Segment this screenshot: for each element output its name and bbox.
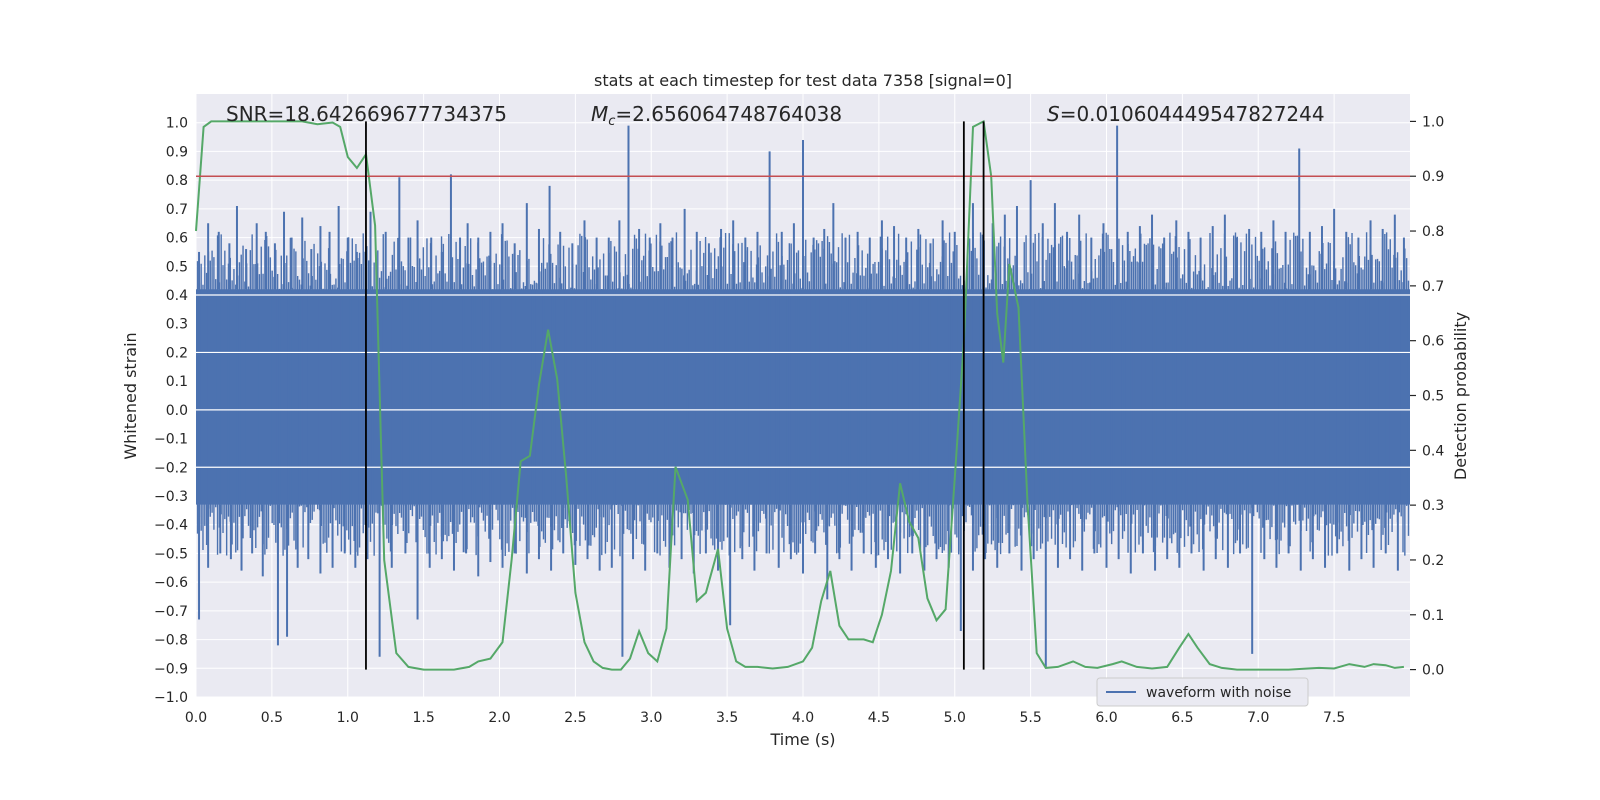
y-tick-label: 0.7 xyxy=(166,202,188,218)
y-axis-right: 0.0 0.1 0.2 0.3 0.4 0.5 0.6 0.7 0.8 0.9 1.0 xyxy=(1410,114,1444,679)
y-tick-label: 0.2 xyxy=(166,345,188,361)
x-tick-label: 7.0 xyxy=(1247,710,1269,726)
y-axis-label: Whitened strain xyxy=(121,332,140,459)
y-tick-label: −0.5 xyxy=(154,546,188,562)
y2-tick-label: 0.9 xyxy=(1422,169,1444,185)
snr-annotation: SNR=18.642669677734375 xyxy=(226,102,507,126)
legend: waveform with noise xyxy=(1096,677,1309,707)
y-tick-label: 0.4 xyxy=(166,288,188,304)
y2-tick-label: 0.3 xyxy=(1422,498,1444,514)
mc-subscript: c xyxy=(608,114,615,129)
y-tick-label: −0.6 xyxy=(154,575,188,591)
y-tick-label: 0.6 xyxy=(166,231,188,247)
x-tick-label: 3.5 xyxy=(716,710,738,726)
x-tick-label: 0.0 xyxy=(185,710,207,726)
x-axis-label: Time (s) xyxy=(769,730,835,749)
s-value: =0.010604449547827244 xyxy=(1060,102,1325,126)
x-tick-label: 4.5 xyxy=(868,710,890,726)
y2-tick-label: 0.8 xyxy=(1422,224,1444,240)
y-tick-label: −0.4 xyxy=(154,518,188,534)
y2-tick-label: 0.0 xyxy=(1422,663,1444,679)
y-tick-label: 0.5 xyxy=(166,259,188,275)
y2-tick-label: 1.0 xyxy=(1422,114,1444,130)
y2-axis-label: Detection probability xyxy=(1451,312,1470,480)
x-tick-label: 2.0 xyxy=(488,710,510,726)
y-tick-label: 0.8 xyxy=(166,173,188,189)
x-tick-label: 5.5 xyxy=(1019,710,1041,726)
y-tick-label: −0.9 xyxy=(154,661,188,677)
y-tick-label: −0.2 xyxy=(154,460,188,476)
s-annotation: S=0.010604449547827244 xyxy=(1047,102,1325,126)
legend-entry-waveform: waveform with noise xyxy=(1146,685,1291,701)
y-tick-label: −0.3 xyxy=(154,489,188,505)
x-tick-label: 1.5 xyxy=(412,710,434,726)
y-tick-label: 0.3 xyxy=(166,317,188,333)
probability-line xyxy=(195,119,1405,671)
y2-tick-label: 0.6 xyxy=(1422,334,1444,350)
mc-symbol: M xyxy=(591,102,608,126)
waveform-series xyxy=(196,125,1410,669)
y-tick-label: −0.7 xyxy=(154,604,188,620)
x-tick-label: 1.0 xyxy=(337,710,359,726)
y2-tick-label: 0.5 xyxy=(1422,389,1444,405)
y-tick-label: −0.8 xyxy=(154,633,188,649)
y-axis-left: −1.0 −0.9 −0.8 −0.7 −0.6 −0.5 −0.4 −0.3 −0.2 −0.1… xyxy=(154,116,188,706)
y-tick-label: 0.1 xyxy=(166,374,188,390)
y2-tick-label: 0.2 xyxy=(1422,553,1444,569)
x-tick-label: 0.5 xyxy=(261,710,283,726)
y-tick-label: 0.0 xyxy=(166,403,188,419)
y-tick-label: 1.0 xyxy=(166,116,188,132)
x-tick-label: 2.5 xyxy=(564,710,586,726)
probability-series xyxy=(195,119,1405,671)
x-tick-label: 6.5 xyxy=(1171,710,1193,726)
x-tick-label: 5.0 xyxy=(944,710,966,726)
legend-box xyxy=(1096,677,1309,707)
y-tick-label: −1.0 xyxy=(154,690,188,706)
x-tick-label: 6.0 xyxy=(1095,710,1117,726)
s-symbol: S xyxy=(1047,102,1060,126)
y2-tick-label: 0.1 xyxy=(1422,608,1444,624)
y-tick-label: −0.1 xyxy=(154,432,188,448)
y2-tick-label: 0.4 xyxy=(1422,443,1444,459)
reference-lines xyxy=(196,121,1410,670)
x-tick-label: 7.5 xyxy=(1323,710,1345,726)
x-tick-label: 3.0 xyxy=(640,710,662,726)
grid-overlay xyxy=(196,294,1410,468)
mc-annotation: Mc=2.656064748764038 xyxy=(591,102,842,129)
y2-tick-label: 0.7 xyxy=(1422,279,1444,295)
x-axis: 0.0 0.5 1.0 1.5 2.0 2.5 3.0 3.5 4.0 4.5 5.0 5.5 6.0 6… xyxy=(185,710,1345,726)
chart-title: stats at each timestep for test data 735… xyxy=(594,71,1012,90)
mc-value: =2.656064748764038 xyxy=(615,102,842,126)
y-tick-label: 0.9 xyxy=(166,144,188,160)
x-tick-label: 4.0 xyxy=(792,710,814,726)
